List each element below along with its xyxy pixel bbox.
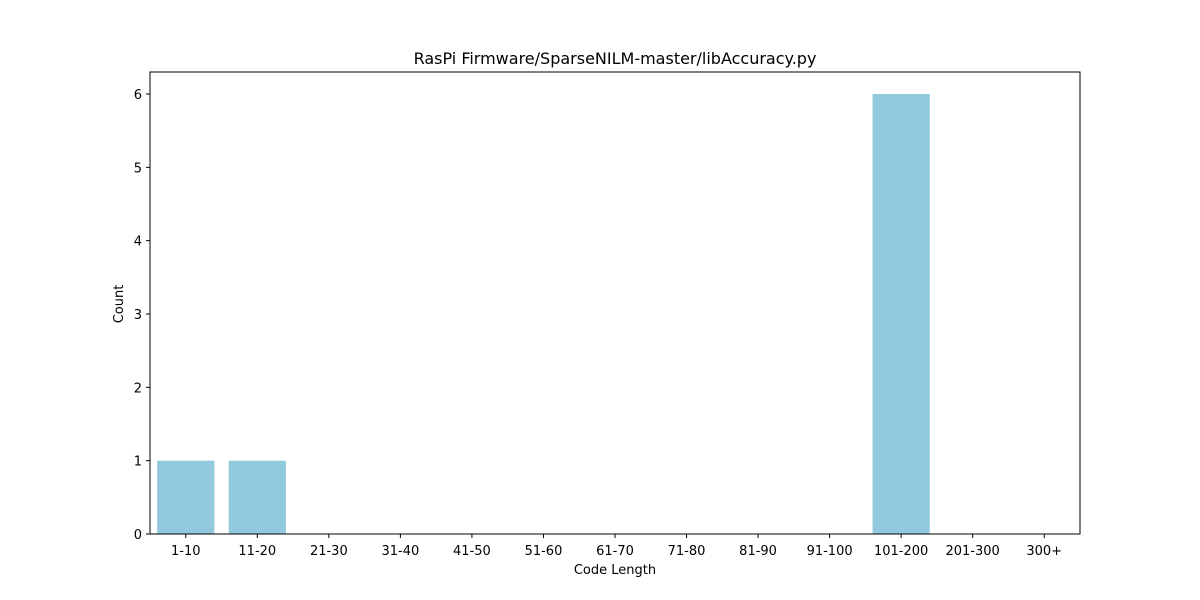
bar-1-10	[157, 460, 215, 534]
y-axis: 0 1 2 3 4 5 6	[134, 88, 150, 543]
y-tick-label: 2	[134, 381, 142, 396]
bars-layer	[157, 94, 930, 534]
x-tick-label: 91-100	[807, 544, 853, 559]
x-tick-label: 41-50	[453, 544, 491, 559]
y-tick-label: 5	[134, 161, 142, 176]
x-tick-label: 1-10	[171, 544, 201, 559]
x-tick-label: 81-90	[739, 544, 777, 559]
x-tick-label: 21-30	[310, 544, 348, 559]
plot-frame	[149, 71, 1081, 535]
bar-11-20	[228, 460, 286, 534]
x-tick-label: 31-40	[381, 544, 419, 559]
x-axis-title: Code Length	[574, 563, 656, 578]
x-axis: 1-10 11-20 21-30 31-40 41-50 51-60 61-70 71-80 8…	[171, 534, 1062, 559]
chart-title: RasPi Firmware/SparseNILM-master/libAccu…	[414, 49, 817, 68]
y-tick-label: 6	[134, 88, 142, 103]
y-tick-label: 1	[134, 455, 142, 470]
x-tick-label: 300+	[1026, 544, 1062, 559]
x-tick-label: 51-60	[525, 544, 563, 559]
x-tick-label: 201-300	[946, 544, 1000, 559]
x-tick-label: 11-20	[238, 544, 276, 559]
bar-101-200	[872, 94, 930, 534]
y-tick-label: 4	[134, 235, 142, 250]
x-tick-label: 71-80	[668, 544, 706, 559]
y-axis-title: Count	[112, 285, 127, 324]
x-tick-label: 61-70	[596, 544, 634, 559]
y-tick-label: 3	[134, 308, 142, 323]
x-tick-label: 101-200	[874, 544, 928, 559]
y-tick-label: 0	[134, 528, 142, 543]
